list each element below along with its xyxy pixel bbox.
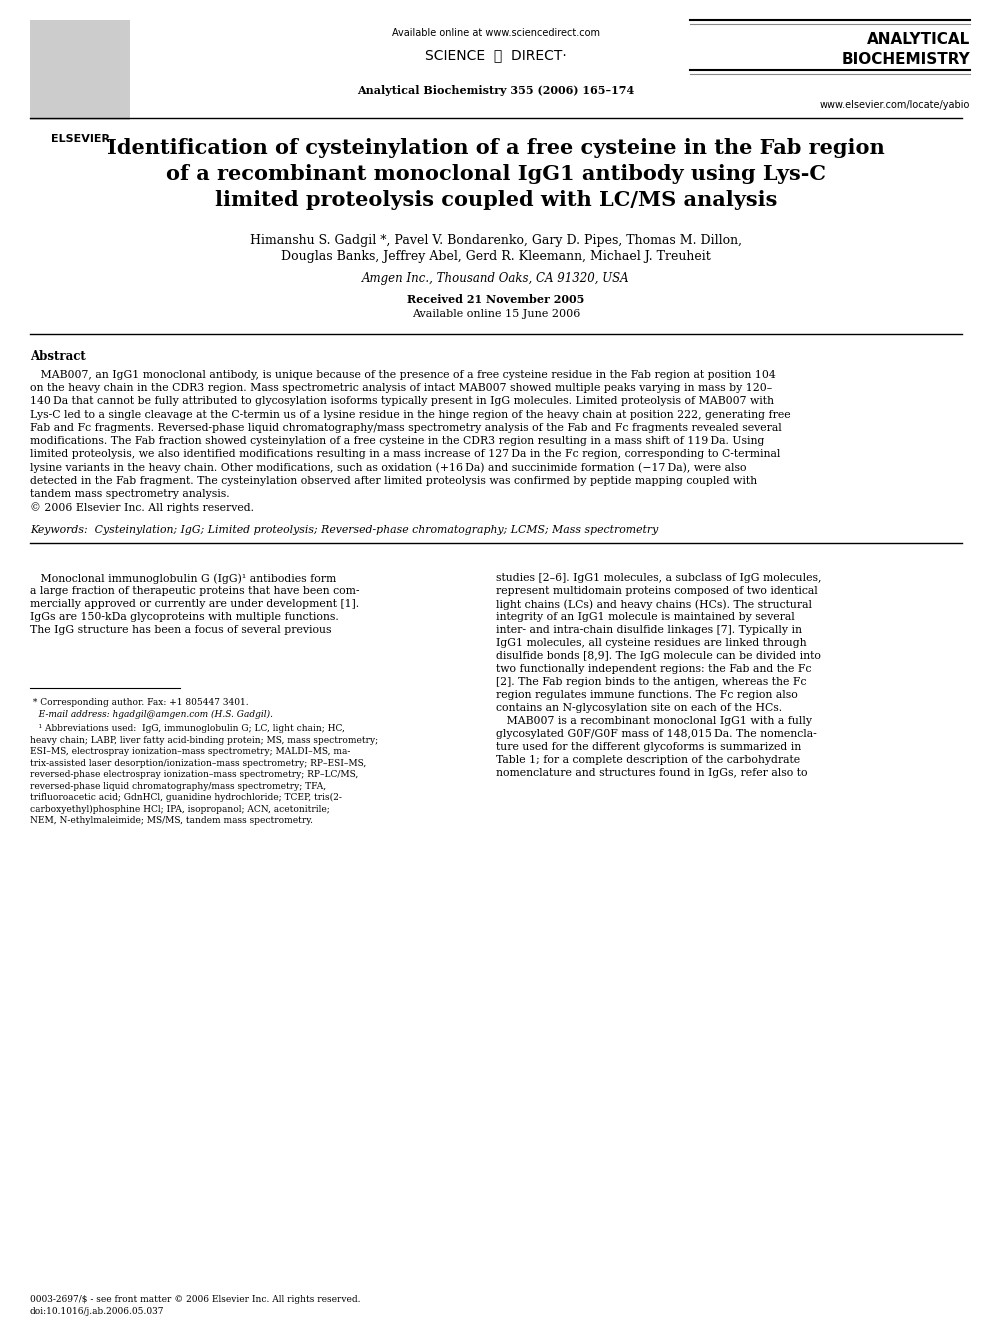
Text: limited proteolysis, we also identified modifications resulting in a mass increa: limited proteolysis, we also identified …: [30, 450, 781, 459]
Text: Monoclonal immunoglobulin G (IgG)¹ antibodies form: Monoclonal immunoglobulin G (IgG)¹ antib…: [30, 573, 336, 583]
Text: Received 21 November 2005: Received 21 November 2005: [408, 294, 584, 306]
Text: ¹ Abbreviations used:  IgG, immunoglobulin G; LC, light chain; HC,: ¹ Abbreviations used: IgG, immunoglobuli…: [30, 724, 345, 733]
Text: IgGs are 150-kDa glycoproteins with multiple functions.: IgGs are 150-kDa glycoproteins with mult…: [30, 613, 338, 622]
Text: www.elsevier.com/locate/yabio: www.elsevier.com/locate/yabio: [819, 101, 970, 110]
Text: contains an N-glycosylation site on each of the HCs.: contains an N-glycosylation site on each…: [496, 704, 782, 713]
Text: doi:10.1016/j.ab.2006.05.037: doi:10.1016/j.ab.2006.05.037: [30, 1307, 165, 1316]
Text: Abstract: Abstract: [30, 351, 85, 363]
Text: Douglas Banks, Jeffrey Abel, Gerd R. Kleemann, Michael J. Treuheit: Douglas Banks, Jeffrey Abel, Gerd R. Kle…: [281, 250, 711, 263]
Text: lysine variants in the heavy chain. Other modifications, such as oxidation (+16 : lysine variants in the heavy chain. Othe…: [30, 463, 747, 472]
Text: mercially approved or currently are under development [1].: mercially approved or currently are unde…: [30, 599, 359, 609]
Text: trix-assisted laser desorption/ionization–mass spectrometry; RP–ESI–MS,: trix-assisted laser desorption/ionizatio…: [30, 758, 366, 767]
Text: carboxyethyl)phosphine HCl; IPA, isopropanol; ACN, acetonitrile;: carboxyethyl)phosphine HCl; IPA, isoprop…: [30, 804, 329, 814]
Text: ANALYTICAL: ANALYTICAL: [867, 32, 970, 48]
Text: ELSEVIER: ELSEVIER: [51, 134, 109, 144]
Text: modifications. The Fab fraction showed cysteinylation of a free cysteine in the : modifications. The Fab fraction showed c…: [30, 437, 765, 446]
Text: light chains (LCs) and heavy chains (HCs). The structural: light chains (LCs) and heavy chains (HCs…: [496, 599, 812, 610]
Text: reversed-phase liquid chromatography/mass spectrometry; TFA,: reversed-phase liquid chromatography/mas…: [30, 782, 326, 791]
Text: ture used for the different glycoforms is summarized in: ture used for the different glycoforms i…: [496, 742, 802, 753]
Text: disulfide bonds [8,9]. The IgG molecule can be divided into: disulfide bonds [8,9]. The IgG molecule …: [496, 651, 820, 662]
Text: * Corresponding author. Fax: +1 805447 3401.: * Corresponding author. Fax: +1 805447 3…: [30, 699, 249, 708]
Text: nomenclature and structures found in IgGs, refer also to: nomenclature and structures found in IgG…: [496, 769, 807, 778]
Text: MAB007, an IgG1 monoclonal antibody, is unique because of the presence of a free: MAB007, an IgG1 monoclonal antibody, is …: [30, 370, 776, 380]
Text: Lys-C led to a single cleavage at the C-termin us of a lysine residue in the hin: Lys-C led to a single cleavage at the C-…: [30, 410, 791, 419]
Text: NEM, N-ethylmaleimide; MS/MS, tandem mass spectrometry.: NEM, N-ethylmaleimide; MS/MS, tandem mas…: [30, 816, 313, 826]
Text: IgG1 molecules, all cysteine residues are linked through: IgG1 molecules, all cysteine residues ar…: [496, 638, 806, 648]
Text: Identification of cysteinylation of a free cysteine in the Fab region: Identification of cysteinylation of a fr…: [107, 138, 885, 157]
Text: [2]. The Fab region binds to the antigen, whereas the Fc: [2]. The Fab region binds to the antigen…: [496, 677, 806, 687]
Text: Fab and Fc fragments. Reversed-phase liquid chromatography/mass spectrometry ana: Fab and Fc fragments. Reversed-phase liq…: [30, 423, 782, 433]
Text: MAB007 is a recombinant monoclonal IgG1 with a fully: MAB007 is a recombinant monoclonal IgG1 …: [496, 716, 812, 726]
Text: studies [2–6]. IgG1 molecules, a subclass of IgG molecules,: studies [2–6]. IgG1 molecules, a subclas…: [496, 573, 821, 583]
Text: glycosylated G0F/G0F mass of 148,015 Da. The nomencla-: glycosylated G0F/G0F mass of 148,015 Da.…: [496, 729, 816, 740]
Text: Himanshu S. Gadgil *, Pavel V. Bondarenko, Gary D. Pipes, Thomas M. Dillon,: Himanshu S. Gadgil *, Pavel V. Bondarenk…: [250, 234, 742, 247]
Text: on the heavy chain in the CDR3 region. Mass spectrometric analysis of intact MAB: on the heavy chain in the CDR3 region. M…: [30, 384, 772, 393]
Text: two functionally independent regions: the Fab and the Fc: two functionally independent regions: th…: [496, 664, 811, 675]
Text: represent multidomain proteins composed of two identical: represent multidomain proteins composed …: [496, 586, 817, 597]
Text: © 2006 Elsevier Inc. All rights reserved.: © 2006 Elsevier Inc. All rights reserved…: [30, 501, 254, 513]
Text: ESI–MS, electrospray ionization–mass spectrometry; MALDI–MS, ma-: ESI–MS, electrospray ionization–mass spe…: [30, 747, 350, 757]
Text: integrity of an IgG1 molecule is maintained by several: integrity of an IgG1 molecule is maintai…: [496, 613, 795, 622]
Text: trifluoroacetic acid; GdnHCl, guanidine hydrochloride; TCEP, tris(2-: trifluoroacetic acid; GdnHCl, guanidine …: [30, 794, 342, 802]
Text: Available online at www.sciencedirect.com: Available online at www.sciencedirect.co…: [392, 28, 600, 38]
Text: heavy chain; LABP, liver fatty acid-binding protein; MS, mass spectrometry;: heavy chain; LABP, liver fatty acid-bind…: [30, 736, 378, 745]
Text: detected in the Fab fragment. The cysteinylation observed after limited proteoly: detected in the Fab fragment. The cystei…: [30, 475, 757, 486]
Text: Table 1; for a complete description of the carbohydrate: Table 1; for a complete description of t…: [496, 755, 801, 765]
Text: Analytical Biochemistry 355 (2006) 165–174: Analytical Biochemistry 355 (2006) 165–1…: [357, 85, 635, 97]
Text: Keywords:  Cysteinylation; IgG; Limited proteolysis; Reversed-phase chromatograp: Keywords: Cysteinylation; IgG; Limited p…: [30, 525, 659, 536]
Text: 0003-2697/$ - see front matter © 2006 Elsevier Inc. All rights reserved.: 0003-2697/$ - see front matter © 2006 El…: [30, 1295, 360, 1304]
Text: BIOCHEMISTRY: BIOCHEMISTRY: [841, 52, 970, 67]
Text: E-mail address: hgadgil@amgen.com (H.S. Gadgil).: E-mail address: hgadgil@amgen.com (H.S. …: [30, 710, 273, 720]
Text: The IgG structure has been a focus of several previous: The IgG structure has been a focus of se…: [30, 626, 331, 635]
Text: limited proteolysis coupled with LC/MS analysis: limited proteolysis coupled with LC/MS a…: [215, 191, 777, 210]
Text: Available online 15 June 2006: Available online 15 June 2006: [412, 310, 580, 319]
Text: tandem mass spectrometry analysis.: tandem mass spectrometry analysis.: [30, 488, 229, 499]
Text: Amgen Inc., Thousand Oaks, CA 91320, USA: Amgen Inc., Thousand Oaks, CA 91320, USA: [362, 273, 630, 284]
Text: a large fraction of therapeutic proteins that have been com-: a large fraction of therapeutic proteins…: [30, 586, 359, 597]
Text: 140 Da that cannot be fully attributed to glycosylation isoforms typically prese: 140 Da that cannot be fully attributed t…: [30, 397, 774, 406]
Text: SCIENCE  ⓐ  DIRECT·: SCIENCE ⓐ DIRECT·: [426, 48, 566, 62]
Text: inter- and intra-chain disulfide linkages [7]. Typically in: inter- and intra-chain disulfide linkage…: [496, 626, 802, 635]
Text: reversed-phase electrospray ionization–mass spectrometry; RP–LC/MS,: reversed-phase electrospray ionization–m…: [30, 770, 358, 779]
Text: of a recombinant monoclonal IgG1 antibody using Lys-C: of a recombinant monoclonal IgG1 antibod…: [166, 164, 826, 184]
Bar: [30, 20, 130, 120]
Text: region regulates immune functions. The Fc region also: region regulates immune functions. The F…: [496, 691, 798, 700]
